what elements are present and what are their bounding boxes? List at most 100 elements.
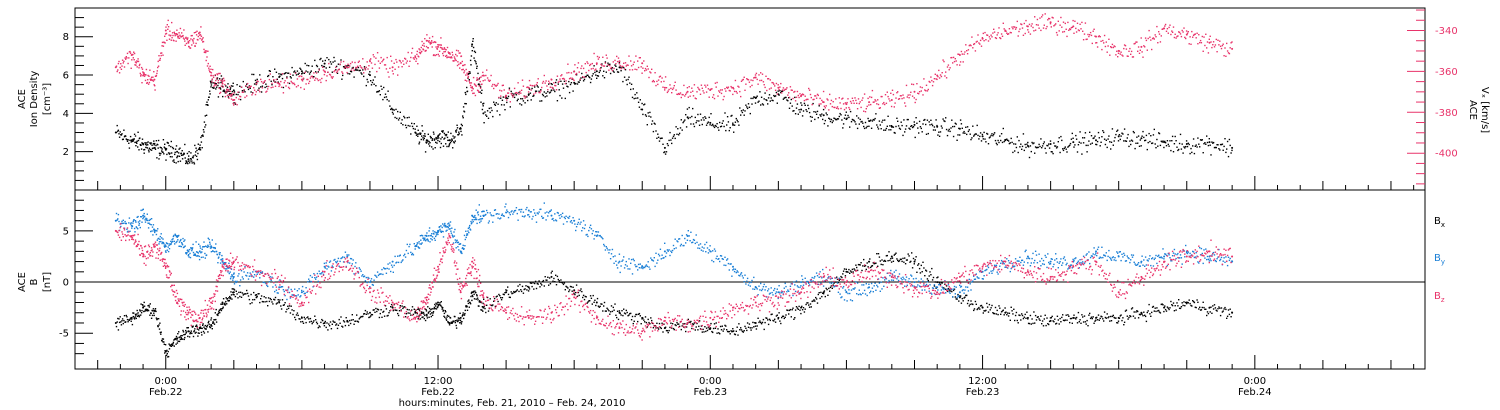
ion-density-point bbox=[205, 124, 207, 126]
ion-density-point bbox=[375, 85, 377, 87]
vx-point bbox=[753, 76, 756, 79]
ion-density-point bbox=[637, 97, 639, 99]
ion-density-point bbox=[186, 152, 189, 155]
ion-density-point bbox=[453, 137, 455, 139]
ion-density-point bbox=[1164, 142, 1167, 144]
ion-density-point bbox=[1219, 149, 1221, 151]
ion-density-point bbox=[1151, 142, 1154, 144]
vx-point bbox=[597, 58, 600, 60]
vx-point bbox=[843, 108, 846, 111]
ion-density-point bbox=[1033, 142, 1035, 144]
ion-density-point bbox=[1082, 142, 1085, 144]
vx-point bbox=[215, 79, 217, 82]
vx-point bbox=[354, 61, 356, 64]
bx-data-point bbox=[505, 291, 508, 294]
ion-density-point bbox=[1128, 145, 1130, 148]
vx-point bbox=[906, 96, 908, 98]
vx-point bbox=[462, 64, 465, 67]
bx-point bbox=[577, 291, 580, 294]
vx-point bbox=[781, 92, 783, 94]
vx-point bbox=[217, 79, 220, 82]
ion-density-point bbox=[416, 133, 418, 135]
vx-point bbox=[455, 49, 458, 52]
vx-point bbox=[442, 52, 444, 55]
vx-point bbox=[582, 67, 585, 70]
bx-point bbox=[610, 305, 613, 307]
bx-point bbox=[839, 278, 841, 280]
bx-point bbox=[330, 328, 333, 330]
bx-point bbox=[753, 322, 756, 324]
vx-point bbox=[260, 81, 263, 83]
bx-point bbox=[977, 307, 979, 310]
ion-density-data-point bbox=[198, 146, 201, 149]
ion-density-point bbox=[626, 83, 628, 86]
vx-point bbox=[1190, 43, 1192, 45]
bx-point bbox=[323, 325, 326, 327]
vx-point bbox=[1210, 41, 1212, 43]
bx-point bbox=[669, 326, 671, 329]
vx-point bbox=[534, 84, 536, 87]
vx-point bbox=[286, 77, 288, 79]
ion-density-point bbox=[613, 71, 615, 73]
bottom-left-tick-label: 5 bbox=[63, 226, 69, 237]
vx-point bbox=[259, 91, 261, 93]
ion-density-point bbox=[782, 98, 785, 100]
bx-point bbox=[217, 312, 220, 315]
bx-point bbox=[1139, 314, 1141, 316]
ion-density-point bbox=[472, 40, 474, 42]
ion-density-point bbox=[849, 126, 851, 128]
by-point bbox=[149, 218, 151, 221]
bx-point bbox=[1141, 313, 1143, 315]
bx-point bbox=[210, 319, 212, 321]
ion-density-point bbox=[216, 77, 219, 79]
bx-point bbox=[1034, 314, 1037, 317]
bx-point bbox=[918, 263, 920, 265]
vx-point bbox=[931, 84, 934, 87]
bx-point bbox=[433, 308, 435, 310]
ion-density-point bbox=[966, 126, 969, 128]
ion-density-point bbox=[756, 95, 758, 97]
vx-point bbox=[212, 74, 214, 77]
vx-point bbox=[658, 76, 661, 78]
vx-point bbox=[415, 58, 418, 60]
ion-density-point bbox=[754, 102, 757, 104]
bx-point bbox=[546, 279, 548, 281]
bx-point bbox=[416, 312, 418, 315]
bx-point bbox=[299, 318, 301, 320]
ion-density-point bbox=[328, 58, 330, 61]
ion-density-point bbox=[169, 156, 172, 158]
ion-density-point bbox=[229, 92, 231, 95]
vx-point bbox=[785, 88, 787, 90]
vx-point bbox=[796, 90, 799, 93]
bx-point bbox=[562, 283, 565, 286]
bx-point bbox=[166, 353, 168, 355]
ion-density-point bbox=[704, 116, 706, 118]
vx-point bbox=[472, 92, 474, 95]
vx-point bbox=[776, 93, 778, 95]
bx-point bbox=[709, 328, 711, 330]
by-point bbox=[180, 238, 182, 241]
ion-density-point bbox=[1082, 137, 1084, 139]
vx-point bbox=[530, 89, 532, 91]
vx-point bbox=[1207, 52, 1210, 54]
ion-density-point bbox=[596, 77, 598, 79]
bx-point bbox=[1149, 313, 1151, 315]
bx-point bbox=[972, 303, 974, 306]
ion-density-point bbox=[300, 68, 302, 71]
bx-point bbox=[664, 326, 667, 328]
vx-point bbox=[210, 72, 213, 74]
vx-point bbox=[935, 78, 937, 80]
vx-point bbox=[464, 64, 466, 66]
bx-data-point bbox=[425, 313, 428, 316]
ion-density-point bbox=[793, 110, 795, 112]
vx-point bbox=[224, 95, 227, 98]
by-point bbox=[243, 271, 245, 273]
vx-point bbox=[228, 94, 230, 96]
ion-density-point bbox=[388, 100, 390, 102]
bx-point bbox=[443, 315, 445, 317]
vx-point bbox=[1039, 17, 1041, 19]
bx-point bbox=[855, 264, 857, 266]
bx-point bbox=[1106, 313, 1108, 315]
ion-density-point bbox=[601, 63, 603, 65]
by-point bbox=[174, 243, 176, 245]
